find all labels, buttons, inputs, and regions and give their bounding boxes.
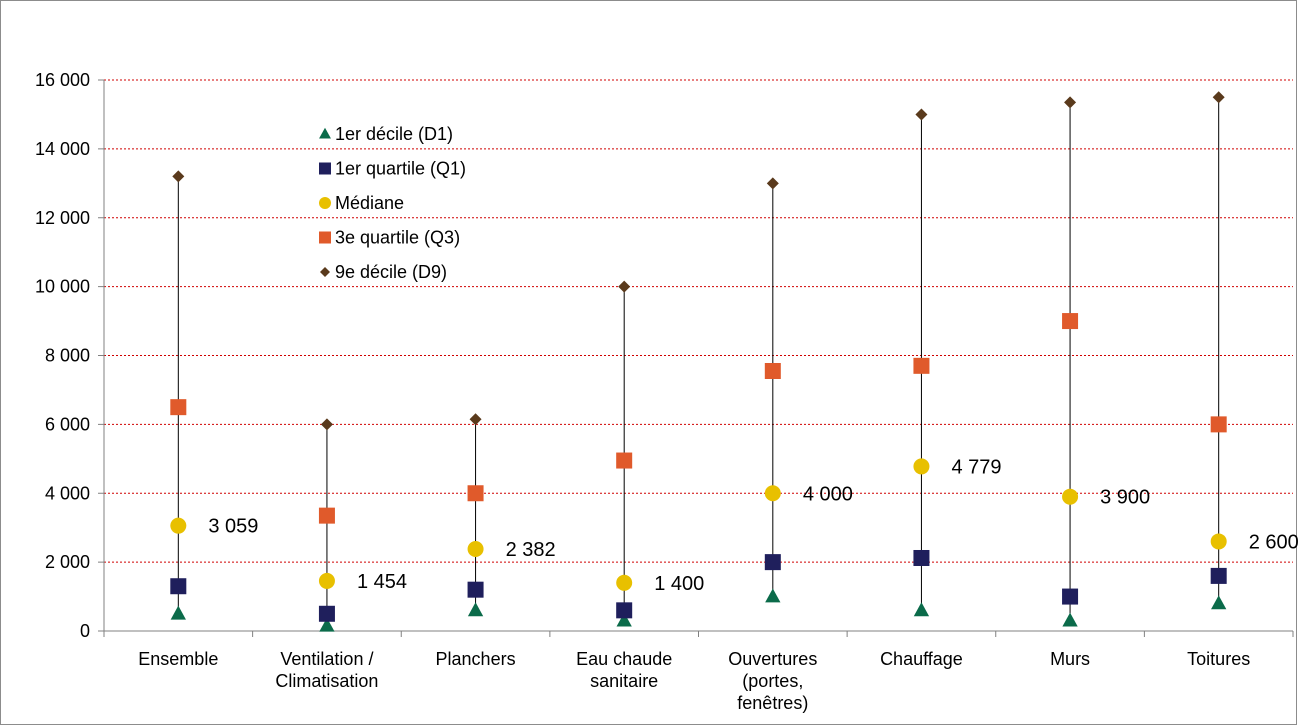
y-tick-label: 16 000 [35,70,90,90]
point-square-3 [170,399,187,416]
point-triangle-0 [616,612,632,627]
x-category-label: Planchers [436,649,516,669]
point-circle-2 [764,485,781,502]
point-square-1 [1062,588,1079,605]
legend-marker-4 [320,267,330,277]
point-circle-2 [1062,488,1079,505]
point-circle-2 [913,458,930,475]
y-tick-label: 6 000 [45,414,90,434]
point-square-1 [1210,567,1227,584]
point-square-1 [913,549,930,566]
point-square-1 [170,578,187,595]
point-diamond-4 [618,280,631,293]
point-square-1 [616,602,633,619]
x-category-label: Murs [1050,649,1090,669]
x-category-label: Toitures [1187,649,1250,669]
y-tick-label: 12 000 [35,208,90,228]
point-diamond-4 [915,108,928,121]
point-triangle-0 [170,605,186,620]
point-square-3 [318,507,335,524]
point-square-3 [913,357,930,374]
y-tick-label: 4 000 [45,483,90,503]
point-circle-2 [467,540,484,557]
median-data-label: 3 059 [208,516,258,538]
median-data-label: 2 382 [506,539,556,561]
point-triangle-0 [1062,612,1078,627]
legend-label: 1er quartile (Q1) [335,159,466,179]
x-category-label: Chauffage [880,649,963,669]
legend: 1er décile (D1) 1er quartile (Q1) Médiane 3… [319,124,466,282]
legend-marker-2 [319,197,331,209]
point-circle-2 [1210,533,1227,550]
point-square-3 [616,452,633,469]
median-data-label: 2 600 [1249,531,1298,553]
point-triangle-0 [319,617,335,632]
y-tick-label: 14 000 [35,139,90,159]
legend-label: Médiane [335,193,404,213]
legend-marker-1 [319,162,331,175]
point-square-1 [467,581,484,598]
x-category-label: Eau chaude sanitaire [576,649,672,691]
point-square-3 [467,485,484,502]
y-tick-label: 10 000 [35,277,90,297]
median-data-label: 4 779 [951,456,1001,478]
point-square-3 [1210,416,1227,433]
point-triangle-0 [765,588,781,603]
x-category-label: Ensemble [138,649,218,669]
axis-layer: 0 2 000 4 000 6 000 8 000 10 000 12 000 14 000 1… [35,70,1294,713]
point-circle-2 [170,517,187,534]
point-diamond-4 [320,418,333,431]
point-square-1 [764,554,781,571]
point-triangle-0 [913,602,930,617]
point-diamond-4 [766,177,779,190]
x-category-label: Ouvertures (portes, fenêtres) [728,649,817,713]
point-triangle-0 [1211,595,1227,610]
point-circle-2 [318,572,335,589]
median-data-label: 4 000 [803,483,853,505]
point-square-3 [1062,313,1079,330]
label-layer: 3 059 1 454 2 382 1 400 4 000 4 779 3 900 2 600 [208,456,1298,594]
point-circle-2 [616,574,633,591]
y-tick-label: 2 000 [45,552,90,572]
legend-label: 1er décile (D1) [335,124,453,144]
point-diamond-4 [1212,91,1225,104]
point-diamond-4 [1064,96,1077,109]
legend-marker-3 [319,231,331,244]
median-data-label: 1 400 [654,573,704,595]
mark-layer [170,91,1227,632]
point-triangle-0 [467,602,484,617]
legend-marker-0 [319,127,331,139]
point-diamond-4 [172,170,185,183]
median-data-label: 1 454 [357,571,407,593]
whisker-layer [177,97,1220,626]
legend-label: 9e décile (D9) [335,262,447,282]
x-category-label: Ventilation / Climatisation [275,649,378,691]
y-tick-label: 8 000 [45,346,90,366]
legend-label: 3e quartile (Q3) [335,228,460,248]
point-diamond-4 [469,413,482,426]
point-square-1 [318,605,335,622]
point-square-3 [764,362,781,379]
median-data-label: 3 900 [1100,487,1150,509]
y-tick-label: 0 [80,621,90,641]
